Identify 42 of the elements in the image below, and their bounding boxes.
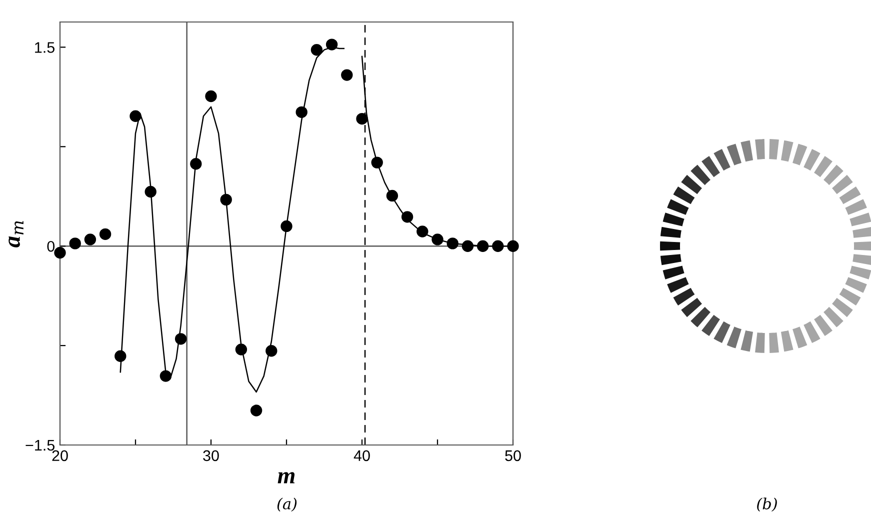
- x-tick-label: 30: [203, 450, 219, 462]
- point: [371, 156, 383, 168]
- point: [160, 370, 172, 382]
- point: [250, 404, 262, 416]
- x-axis-title: m: [278, 472, 295, 484]
- x-tick-label: 40: [354, 450, 370, 462]
- point: [476, 240, 489, 252]
- point: [280, 220, 292, 232]
- point: [432, 234, 444, 246]
- point: [54, 246, 66, 259]
- point: [235, 344, 248, 356]
- y-axis-title: a$_{m}$: [8, 221, 24, 248]
- point: [266, 345, 278, 357]
- point: [507, 240, 519, 252]
- point: [310, 44, 323, 56]
- point: [416, 226, 428, 238]
- y-tick-label: 1.5: [35, 42, 54, 53]
- point: [130, 110, 142, 122]
- point: [114, 350, 126, 362]
- point: [205, 90, 217, 102]
- x-tick-label: 20: [52, 450, 68, 462]
- point: [401, 211, 414, 223]
- point: [446, 238, 458, 250]
- point: [341, 69, 353, 81]
- point: [69, 238, 81, 250]
- text: (a): [277, 498, 297, 512]
- y-tick-label: 0: [47, 240, 55, 252]
- point: [296, 106, 308, 118]
- x-tick-label: 50: [505, 450, 521, 462]
- point: [220, 194, 232, 206]
- point: [492, 240, 504, 252]
- point: [356, 112, 368, 125]
- point: [84, 234, 96, 246]
- point: [386, 190, 398, 202]
- point: [174, 333, 187, 345]
- point: [99, 228, 112, 240]
- point: [326, 38, 338, 50]
- y-tick-label: −1.5: [26, 440, 54, 451]
- point: [190, 158, 202, 170]
- point: [144, 186, 156, 198]
- text: (b): [757, 498, 777, 512]
- point: [462, 240, 474, 252]
